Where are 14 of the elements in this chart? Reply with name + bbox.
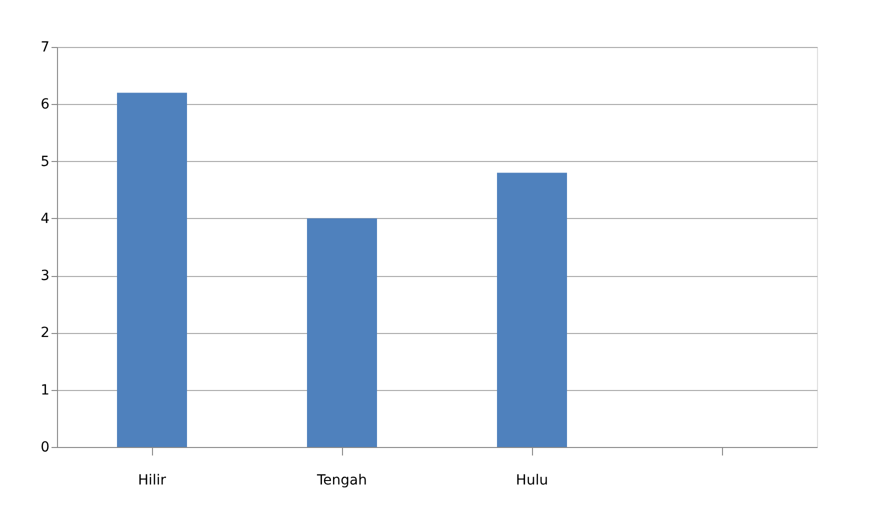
y-tick-label: 5 — [40, 154, 50, 170]
y-tick-label: 1 — [40, 382, 50, 398]
y-tick-label: 3 — [40, 268, 50, 284]
y-tick-label: 6 — [40, 96, 50, 113]
y-tick-label: 0 — [40, 440, 50, 456]
y-tick-label: 2 — [40, 325, 50, 342]
x-tick-label: Tengah — [316, 472, 367, 488]
x-tick-label: Hilir — [138, 472, 166, 488]
bar — [497, 172, 567, 447]
y-tick-label: 7 — [40, 40, 50, 56]
bar — [307, 218, 377, 447]
y-tick-label: 4 — [40, 210, 50, 227]
x-tick-label: Hulu — [516, 472, 548, 488]
bar — [117, 92, 187, 447]
